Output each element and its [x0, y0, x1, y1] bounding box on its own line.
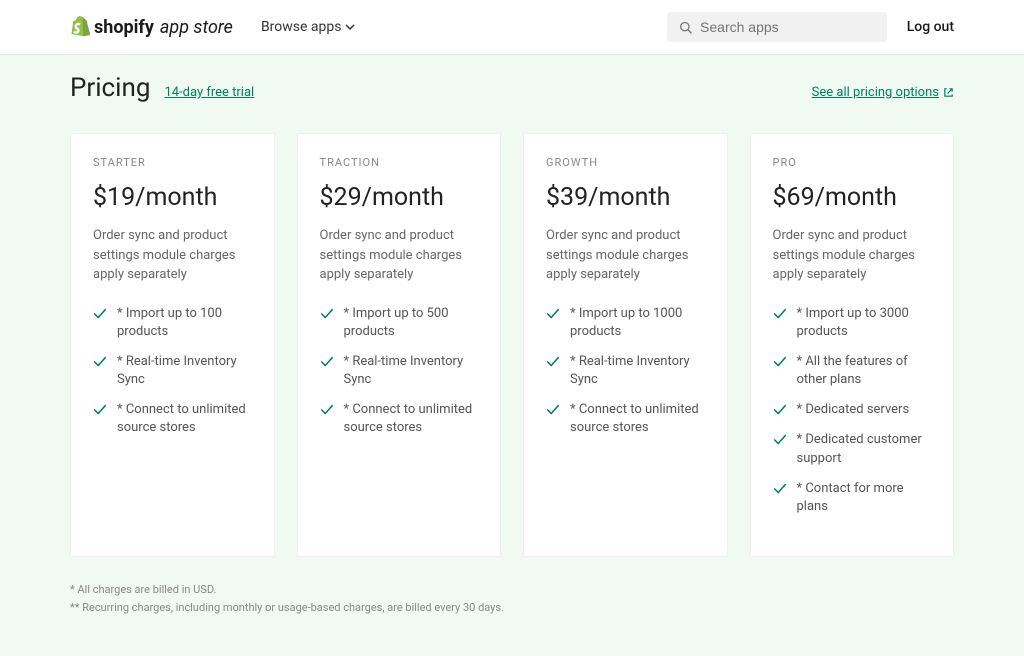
search-icon: [679, 20, 692, 35]
search-input[interactable]: [700, 19, 875, 35]
plan-feature: * Dedicated servers: [773, 401, 932, 419]
check-icon: [773, 355, 787, 369]
check-icon: [546, 307, 560, 321]
plan-features: * Import up to 1000 products * Real-time …: [546, 305, 705, 438]
trial-text[interactable]: 14-day free trial: [164, 85, 254, 100]
plan-feature: * Import up to 100 products: [93, 305, 252, 341]
shopify-bag-icon: [70, 16, 90, 38]
plan-card: GROWTH $39/month Order sync and product se…: [523, 133, 728, 557]
check-icon: [773, 307, 787, 321]
plan-features: * Import up to 3000 products * All the fe…: [773, 305, 932, 517]
plan-feature: * Contact for more plans: [773, 480, 932, 516]
browse-apps-menu[interactable]: Browse apps: [261, 19, 356, 35]
logo-text: shopify: [94, 17, 154, 38]
check-icon: [93, 307, 107, 321]
plan-feature: * All the features of other plans: [773, 353, 932, 389]
plan-feature: * Connect to unlimited source stores: [320, 401, 479, 437]
logo[interactable]: shopify app store: [70, 16, 233, 38]
plan-desc: Order sync and product settings module c…: [93, 226, 252, 285]
top-bar: shopify app store Browse apps Log out: [0, 0, 1024, 55]
plan-name: STARTER: [93, 156, 252, 169]
search-box[interactable]: [667, 12, 887, 42]
plan-feature: * Import up to 500 products: [320, 305, 479, 341]
footnote: ** Recurring charges, including monthly …: [70, 599, 954, 617]
check-icon: [320, 355, 334, 369]
see-all-label: See all pricing options: [812, 85, 939, 100]
check-icon: [93, 355, 107, 369]
logout-link[interactable]: Log out: [907, 19, 954, 35]
chevron-down-icon: [345, 22, 355, 32]
plan-card: PRO $69/month Order sync and product setti…: [750, 133, 955, 557]
plan-desc: Order sync and product settings module c…: [546, 226, 705, 285]
check-icon: [320, 403, 334, 417]
plan-price: $39/month: [546, 183, 705, 212]
plan-price: $29/month: [320, 183, 479, 212]
see-all-pricing-link[interactable]: See all pricing options: [812, 85, 954, 100]
check-icon: [773, 482, 787, 496]
pricing-section: Pricing 14-day free trial See all pricin…: [0, 55, 1024, 656]
check-icon: [546, 403, 560, 417]
plan-name: PRO: [773, 156, 932, 169]
logo-suffix: app store: [160, 17, 233, 38]
plan-feature: * Real-time Inventory Sync: [320, 353, 479, 389]
plan-price: $19/month: [93, 183, 252, 212]
plan-desc: Order sync and product settings module c…: [773, 226, 932, 285]
plan-card: STARTER $19/month Order sync and product s…: [70, 133, 275, 557]
plan-desc: Order sync and product settings module c…: [320, 226, 479, 285]
plan-price: $69/month: [773, 183, 932, 212]
plan-feature: * Import up to 3000 products: [773, 305, 932, 341]
plan-feature: * Import up to 1000 products: [546, 305, 705, 341]
plan-name: GROWTH: [546, 156, 705, 169]
plan-feature: * Connect to unlimited source stores: [546, 401, 705, 437]
plan-features: * Import up to 100 products * Real-time I…: [93, 305, 252, 438]
check-icon: [93, 403, 107, 417]
pricing-header-row: Pricing 14-day free trial See all pricin…: [70, 73, 954, 103]
plan-feature: * Connect to unlimited source stores: [93, 401, 252, 437]
plan-feature: * Real-time Inventory Sync: [93, 353, 252, 389]
plan-card: TRACTION $29/month Order sync and product …: [297, 133, 502, 557]
plans-row: STARTER $19/month Order sync and product s…: [70, 133, 954, 557]
check-icon: [320, 307, 334, 321]
plan-feature: * Dedicated customer support: [773, 431, 932, 467]
external-link-icon: [943, 87, 954, 98]
plan-feature: * Real-time Inventory Sync: [546, 353, 705, 389]
plan-features: * Import up to 500 products * Real-time I…: [320, 305, 479, 438]
check-icon: [773, 433, 787, 447]
footnote: * All charges are billed in USD.: [70, 581, 954, 599]
footnotes: * All charges are billed in USD.** Recur…: [70, 581, 954, 616]
check-icon: [773, 403, 787, 417]
pricing-title: Pricing: [70, 73, 150, 103]
browse-label: Browse apps: [261, 19, 342, 35]
check-icon: [546, 355, 560, 369]
plan-name: TRACTION: [320, 156, 479, 169]
